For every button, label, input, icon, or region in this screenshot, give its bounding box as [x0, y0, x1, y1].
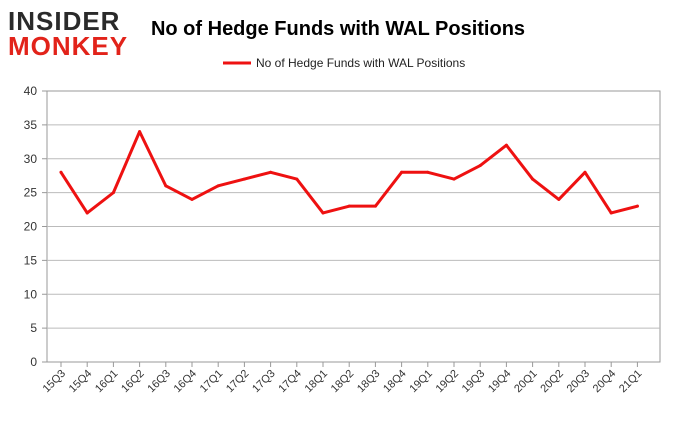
x-tick-label: 15Q3 [41, 368, 69, 396]
data-point [111, 191, 115, 195]
insider-monkey-logo: INSIDER MONKEY [8, 6, 128, 61]
data-point [295, 177, 299, 181]
y-tick-label: 30 [24, 152, 38, 166]
x-tick-label: 19Q1 [407, 368, 435, 396]
y-tick-label: 40 [24, 84, 38, 98]
series-layer [59, 130, 639, 215]
data-point [635, 204, 639, 208]
x-axis-ticks: 15Q315Q416Q116Q216Q316Q417Q117Q217Q317Q4… [41, 362, 645, 395]
x-tick-label: 20Q4 [591, 368, 619, 396]
y-tick-label: 20 [24, 220, 38, 234]
chart-legend: No of Hedge Funds with WAL Positions [223, 56, 465, 70]
logo-line1: INSIDER [8, 6, 120, 36]
y-axis-ticks: 0 5 10 15 20 25 30 35 40 [24, 84, 47, 369]
data-point [504, 143, 508, 147]
x-tick-label: 20Q2 [538, 368, 566, 396]
data-point [347, 204, 351, 208]
data-point [216, 184, 220, 188]
x-tick-label: 18Q1 [303, 368, 331, 396]
data-point [452, 177, 456, 181]
data-point [59, 170, 63, 174]
data-point [400, 170, 404, 174]
y-tick-label: 15 [24, 253, 38, 267]
x-tick-label: 19Q3 [460, 368, 488, 396]
y-tick-label: 35 [24, 118, 38, 132]
data-point [373, 204, 377, 208]
y-tick-label: 5 [30, 321, 37, 335]
data-point [164, 184, 168, 188]
legend-label: No of Hedge Funds with WAL Positions [256, 56, 465, 70]
data-point [531, 177, 535, 181]
y-tick-label: 25 [24, 186, 38, 200]
series-line [59, 130, 639, 215]
x-tick-label: 17Q2 [224, 368, 252, 396]
x-tick-label: 18Q4 [381, 368, 409, 396]
x-tick-label: 16Q1 [93, 368, 121, 396]
logo-line2: MONKEY [8, 31, 128, 61]
x-tick-label: 16Q3 [145, 368, 173, 396]
x-tick-label: 16Q2 [119, 368, 147, 396]
data-point [426, 170, 430, 174]
data-point [138, 130, 142, 134]
data-point [478, 164, 482, 168]
chart-title: No of Hedge Funds with WAL Positions [151, 18, 525, 40]
x-tick-label: 17Q1 [198, 368, 226, 396]
x-tick-label: 15Q4 [67, 368, 95, 396]
x-tick-label: 16Q4 [172, 368, 200, 396]
data-point [190, 197, 194, 201]
y-tick-label: 10 [24, 287, 38, 301]
x-tick-label: 20Q1 [512, 368, 540, 396]
data-point [85, 211, 89, 215]
data-point [321, 211, 325, 215]
data-point [269, 170, 273, 174]
data-point [557, 197, 561, 201]
data-point [583, 170, 587, 174]
x-tick-label: 17Q4 [276, 368, 304, 396]
x-tick-label: 17Q3 [250, 368, 278, 396]
y-tick-label: 0 [30, 355, 37, 369]
x-tick-label: 19Q2 [434, 368, 462, 396]
data-point [609, 211, 613, 215]
x-tick-label: 21Q1 [617, 368, 645, 396]
x-tick-label: 18Q2 [329, 368, 357, 396]
x-tick-label: 18Q3 [355, 368, 383, 396]
grid-lines [47, 124, 660, 329]
x-tick-label: 20Q3 [565, 368, 593, 396]
data-point [242, 177, 246, 181]
x-tick-label: 19Q4 [486, 368, 514, 396]
